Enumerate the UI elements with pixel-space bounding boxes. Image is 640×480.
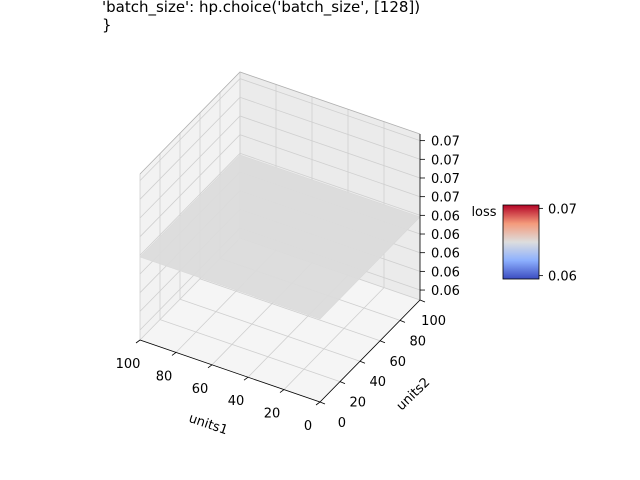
units2-tick-label: 0 — [338, 416, 346, 431]
units2-tick-label: 80 — [409, 334, 426, 349]
loss-tick-label: 0.06 — [431, 247, 460, 262]
units2-tick — [379, 340, 386, 344]
units2-tick-label: 60 — [389, 355, 406, 370]
units1-tick-label: 100 — [116, 357, 141, 372]
units2-tick — [419, 299, 426, 303]
units1-tick-label: 80 — [156, 369, 173, 384]
units2-tick — [359, 360, 366, 364]
units2-tick — [399, 320, 406, 323]
colorbar-tick-label: 0.07 — [548, 202, 577, 217]
gridline-units2 — [159, 153, 341, 382]
units1-tick-label: 0 — [304, 419, 312, 434]
gridline-loss — [139, 115, 421, 219]
loss-tick-label: 0.06 — [431, 228, 460, 243]
gridline-loss — [139, 96, 421, 200]
units1-tick — [243, 376, 249, 381]
units1-tick — [207, 364, 213, 369]
units1-tick — [279, 389, 285, 393]
loss-tick-label: 0.07 — [431, 191, 460, 206]
units1-tick-label: 60 — [192, 382, 209, 397]
gridline-loss — [139, 134, 421, 237]
chart-title-line-2: } — [102, 16, 112, 34]
units2-tick — [319, 401, 326, 405]
units2-axis-line — [319, 299, 421, 403]
units1-tick-label: 20 — [264, 407, 281, 422]
colorbar-gradient — [502, 204, 540, 280]
units1-tick — [135, 339, 141, 344]
surface-layer — [139, 154, 421, 320]
loss-tick-label: 0.07 — [431, 153, 460, 168]
loss-tick-label: 0.07 — [431, 135, 460, 150]
units1-tick — [171, 352, 177, 356]
units1-tick-label: 40 — [228, 394, 245, 409]
box-top-edge — [139, 71, 421, 175]
gridline-units2 — [179, 133, 361, 362]
loss-tick-label: 0.07 — [431, 172, 460, 187]
gridline-units2 — [199, 112, 381, 342]
loss-tick-label: 0.06 — [431, 209, 460, 224]
units2-tick-label: 100 — [421, 314, 446, 329]
chart-title-line-1: 'batch_size': hp.choice('batch_size', [1… — [102, 0, 421, 16]
colorbar: 0.07 0.06 — [502, 202, 577, 285]
units2-tick — [339, 381, 346, 384]
loss-axis-label: loss — [471, 205, 496, 220]
gridline-loss — [139, 152, 421, 256]
units1-axis-line — [139, 339, 321, 403]
loss-surface — [139, 154, 421, 320]
units2-tick-label: 40 — [369, 375, 386, 390]
units1-axis-label: units1 — [187, 411, 230, 438]
units2-tick-label: 20 — [349, 396, 366, 411]
gridline-loss — [139, 78, 421, 181]
loss-tick-label: 0.06 — [431, 284, 460, 299]
units2-axis-label: units2 — [394, 375, 433, 414]
units1-tick — [315, 401, 321, 406]
colorbar-tick-label: 0.06 — [548, 270, 577, 285]
loss-tick-label: 0.06 — [431, 265, 460, 280]
